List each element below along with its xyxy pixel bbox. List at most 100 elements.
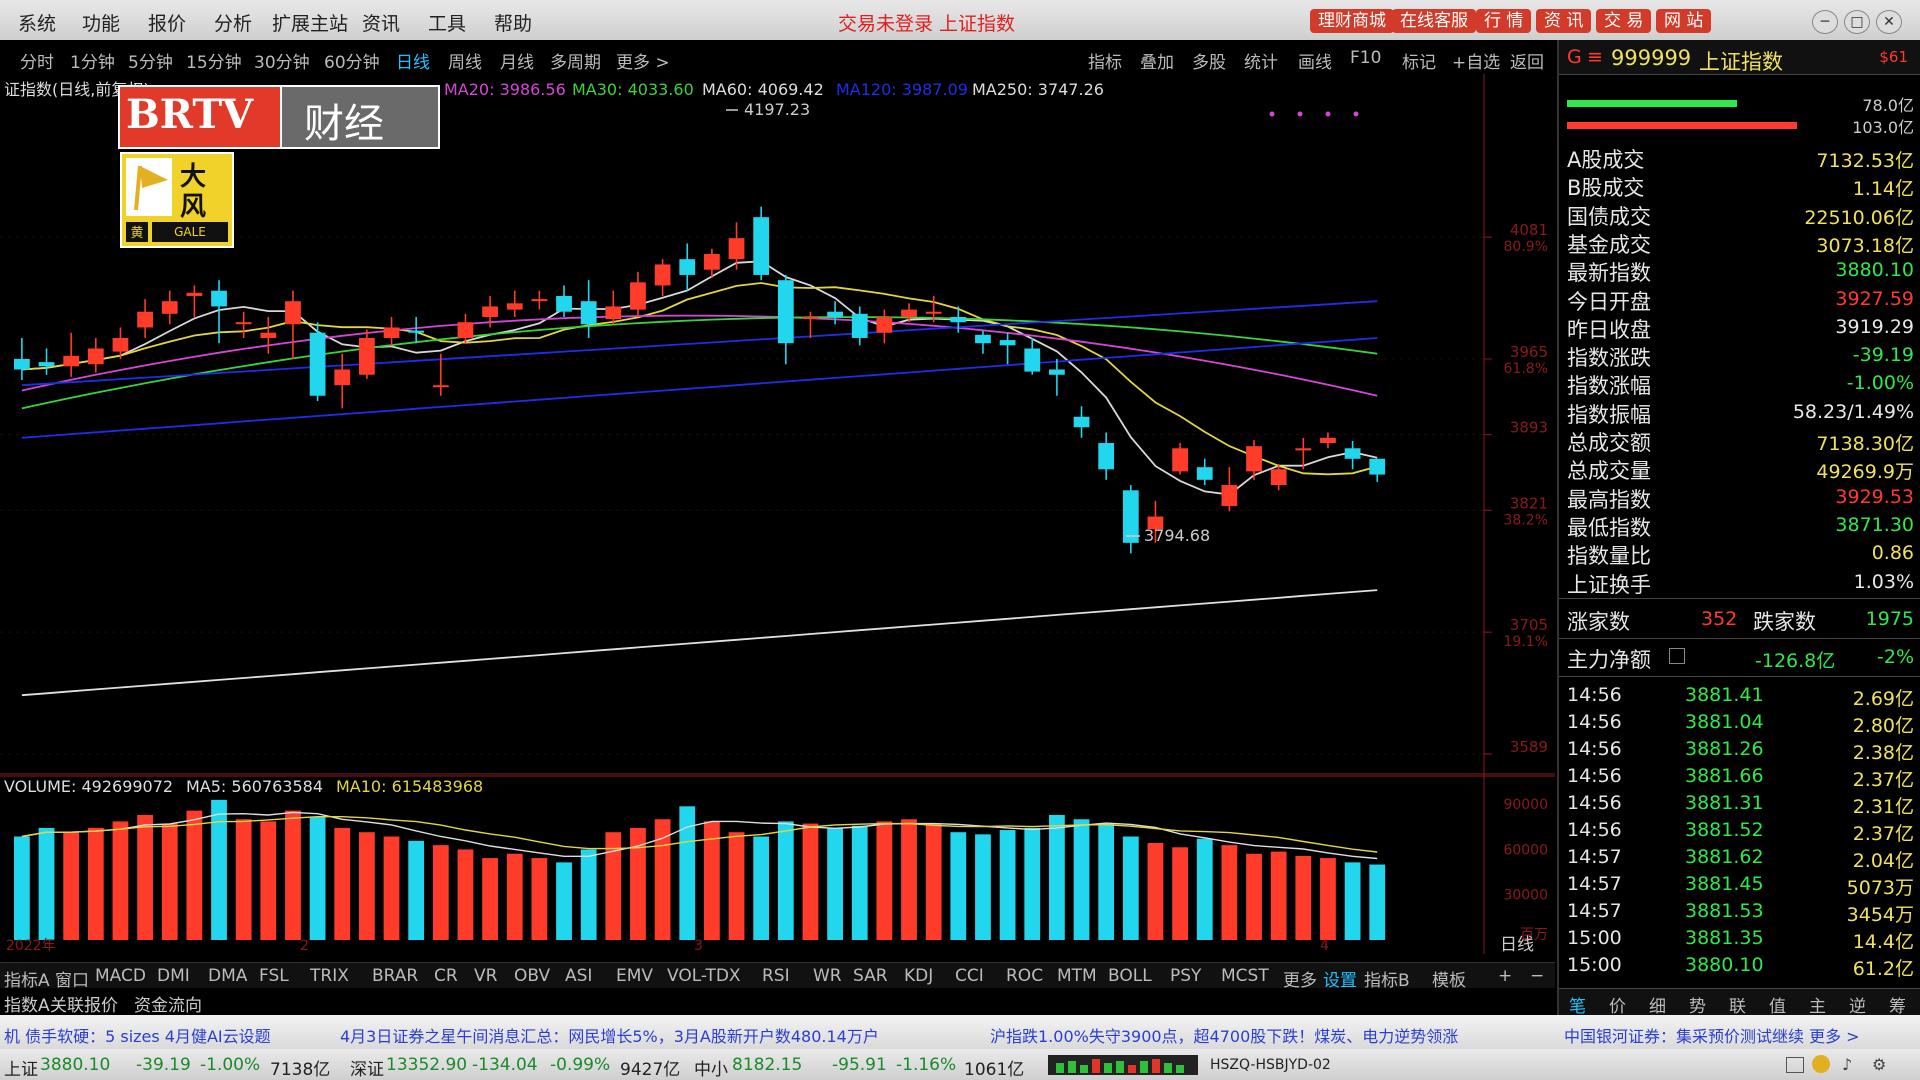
tool-overlay[interactable]: 叠加 [1140,53,1174,73]
period-60min[interactable]: 60分钟 [324,53,380,73]
tool-mark[interactable]: 标记 [1402,53,1436,73]
indicator-tab[interactable]: 更多 [1283,971,1317,991]
ma30-line [21,316,1378,410]
period-monthly[interactable]: 月线 [500,53,534,73]
sub-tab-capital-flow[interactable]: 资金流向 [134,996,202,1016]
tick-time: 14:56 [1567,819,1622,841]
sh-price: 3880.10 [40,1055,111,1075]
quote-row-value: 3927.59 [1835,287,1914,310]
period-intraday[interactable]: 分时 [20,53,54,73]
kline-chart[interactable]: 证指数(日线,前复权) MA20: 3986.56 MA30: 4033.60 … [0,74,1555,954]
online-service-button[interactable]: 在线客服 [1392,9,1476,33]
quote-row-value: 58.23/1.49% [1792,400,1914,423]
news-item[interactable]: 4月3日证券之星午间消息汇总：网民增长5%，3月A股新开户数480.14万户 [340,1027,879,1046]
indicator-tab[interactable]: DMA [208,966,248,986]
tool-back[interactable]: 返回 [1510,53,1544,73]
panel-tab[interactable]: 细 [1649,997,1666,1017]
market-button[interactable]: 行 情 [1476,9,1532,33]
indicator-tab[interactable]: CCI [955,966,984,986]
indicator-tab[interactable]: RSI [762,966,790,986]
news-button[interactable]: 资 讯 [1536,9,1592,33]
panel-tab[interactable]: 逆 [1849,997,1866,1017]
window-icon[interactable] [1786,1057,1804,1073]
indicator-b-tab[interactable]: 指标B [1364,971,1410,991]
indicator-tab[interactable]: VR [474,966,498,986]
indicator-tab[interactable]: BRAR [372,966,419,986]
indicator-tab[interactable]: MCST [1221,966,1269,986]
trade-button[interactable]: 交 易 [1596,9,1652,33]
period-1min[interactable]: 1分钟 [70,53,115,73]
period-30min[interactable]: 30分钟 [254,53,310,73]
menu-extension[interactable]: 扩展主站 [272,13,349,35]
sub-tab-related[interactable]: 关联报价 [50,996,118,1016]
maximize-icon[interactable]: □ [1844,10,1870,34]
panel-tab[interactable]: 价 [1609,997,1626,1017]
panel-tab[interactable]: 势 [1689,997,1706,1017]
panel-tab[interactable]: 笔 [1569,997,1586,1017]
tick-time: 14:56 [1567,711,1622,733]
minimize-icon[interactable]: ─ [1812,10,1838,34]
period-15min[interactable]: 15分钟 [186,53,242,73]
close-icon[interactable]: ✕ [1876,10,1902,34]
news-item[interactable]: 机 债手软硬：5 sizes 4月健AI云设题 [4,1027,271,1046]
indicator-tab[interactable]: 窗口 [55,971,89,991]
indicator-tab[interactable]: SAR [853,966,888,986]
tool-add-favorite[interactable]: +自选 [1452,53,1501,73]
panel-tab[interactable]: 联 [1729,997,1746,1017]
indicator-tab[interactable]: KDJ [904,966,934,986]
tool-multi-stock[interactable]: 多股 [1192,53,1226,73]
indicator-tab[interactable]: TRIX [310,966,349,986]
tool-statistics[interactable]: 统计 [1244,53,1278,73]
speaker-icon[interactable]: ♪ [1842,1055,1853,1074]
menu-quote[interactable]: 报价 [148,13,187,35]
period-multi[interactable]: 多周期 [550,53,601,73]
indicator-tab[interactable]: FSL [259,966,289,986]
volume-bar [901,819,917,940]
wealth-mall-button[interactable]: 理财商城 [1310,9,1394,33]
indicator-tab[interactable]: EMV [616,966,654,986]
period-daily[interactable]: 日线 [396,53,430,73]
sub-tab-index[interactable]: 指数A [4,996,50,1016]
menu-system[interactable]: 系统 [18,13,57,35]
indicator-tab[interactable]: BOLL [1108,966,1152,986]
website-button[interactable]: 网 站 [1656,9,1712,33]
candle-up [383,327,400,338]
volume-bar [260,821,277,940]
indicator-tab[interactable]: 指标A [4,971,50,991]
indicator-tab[interactable]: WR [813,966,842,986]
period-5min[interactable]: 5分钟 [128,53,173,73]
indicator-tab[interactable]: CR [434,966,458,986]
menu-function[interactable]: 功能 [82,13,121,35]
panel-tab[interactable]: 筹 [1889,997,1906,1017]
settings-icon[interactable]: ⚙ [1872,1055,1887,1074]
template-tab[interactable]: 模板 [1432,971,1466,991]
tool-draw-line[interactable]: 画线 [1298,53,1332,73]
menu-tools[interactable]: 工具 [428,13,467,35]
menu-help[interactable]: 帮助 [494,13,533,35]
tool-f10[interactable]: F10 [1350,48,1382,68]
indicator-tab[interactable]: VOL-TDX [667,966,741,986]
menu-analysis[interactable]: 分析 [214,13,253,35]
indicator-tab[interactable]: MTM [1057,966,1097,986]
notification-icon[interactable] [1812,1055,1830,1073]
add-window-button[interactable]: + [1498,966,1513,986]
menu-news[interactable]: 资讯 [362,13,401,35]
panel-tab[interactable]: 主 [1809,997,1826,1017]
indicator-tab[interactable]: DMI [157,966,190,986]
indicator-tab[interactable]: ASI [565,966,593,986]
indicator-tab[interactable]: 设置 [1323,971,1357,991]
news-item[interactable]: 沪指跌1.00%失守3900点，超4700股下跌！煤炭、电力逆势领涨 [990,1027,1459,1046]
remove-window-button[interactable]: − [1530,966,1545,986]
indicator-tab[interactable]: PSY [1170,966,1202,986]
tool-indicator[interactable]: 指标 [1088,53,1122,73]
period-more[interactable]: 更多 > [616,53,670,73]
ma60-line [21,300,1378,387]
info-icon[interactable] [1669,648,1685,664]
sz-label: 深证 [350,1060,384,1080]
news-item[interactable]: 中国银河证券：集采预价测试继续 更多 > [1564,1027,1860,1046]
period-weekly[interactable]: 周线 [448,53,482,73]
indicator-tab[interactable]: MACD [95,966,146,986]
indicator-tab[interactable]: OBV [514,966,551,986]
indicator-tab[interactable]: ROC [1006,966,1044,986]
panel-tab[interactable]: 值 [1769,997,1786,1017]
